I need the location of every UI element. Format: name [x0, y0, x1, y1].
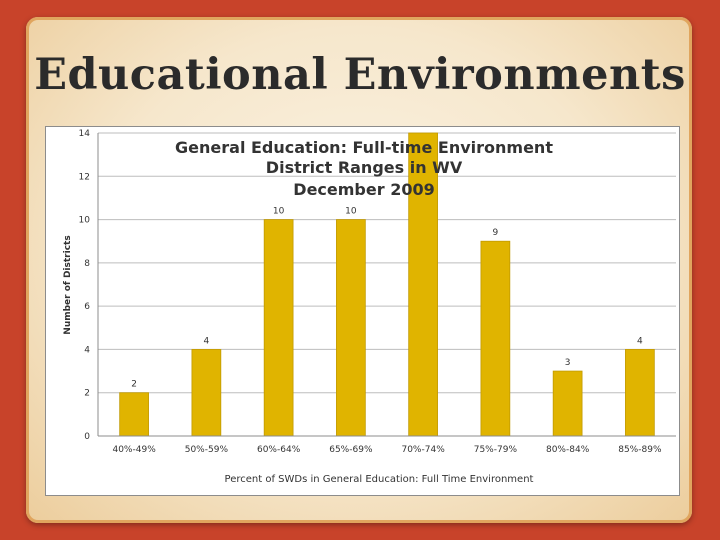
bar [480, 240, 511, 437]
bar [191, 349, 222, 437]
bar-chart: 0 2 4 6 8 10 12 14 40%-49% 50%-59% 60%-64% 65%-69%… [63, 120, 676, 485]
x-tick-label: 60%-64% [257, 445, 301, 455]
bar [552, 370, 583, 437]
bar [625, 349, 655, 437]
chart-frame: 0 2 4 6 8 10 12 14 40%-49% 50%-59% 60%-64% 65%-69%… [45, 120, 680, 496]
x-tick-label: 70%-74% [401, 445, 445, 455]
x-tick-label: 40%-49% [112, 445, 156, 455]
y-axis-title: Number of Districts [63, 235, 73, 334]
slide-title: Educational Environments [34, 50, 686, 100]
y-tick-label: 10 [79, 216, 91, 226]
x-tick-label: 75%-79% [474, 445, 518, 455]
y-tick-label: 4 [84, 345, 90, 355]
data-label: 9 [493, 228, 499, 238]
bar [336, 219, 366, 437]
x-tick-label: 65%-69% [329, 445, 373, 455]
data-label: 14 [417, 127, 429, 130]
x-tick-label: 85%-89% [618, 445, 662, 455]
x-tick-label: 80%-84% [546, 445, 590, 455]
data-label: 2 [131, 380, 137, 390]
axes [97, 133, 676, 437]
x-tick-labels: 40%-49% 50%-59% 60%-64% 65%-69% 70%-74% 75%-7… [112, 445, 661, 455]
y-tick-label: 0 [84, 432, 90, 442]
y-tick-label: 14 [79, 129, 91, 139]
y-tick-label: 8 [84, 259, 90, 269]
chart-title-line-1: General Education: Full-time Environment [175, 138, 553, 157]
bar [408, 132, 438, 437]
bar [263, 219, 294, 437]
x-axis-title: Percent of SWDs in General Education: Fu… [225, 474, 534, 485]
bar [119, 392, 149, 437]
x-tick-label: 50%-59% [185, 445, 229, 455]
bars [119, 132, 655, 437]
chart-title-line-3: December 2009 [293, 180, 434, 199]
chart-title: General Education: Full-time Environment… [175, 138, 553, 199]
y-tick-labels: 0 2 4 6 8 10 12 14 [79, 129, 91, 442]
data-label: 10 [273, 207, 285, 217]
y-tick-label: 12 [79, 172, 90, 182]
y-tick-label: 2 [84, 389, 90, 399]
data-label: 4 [204, 336, 210, 346]
chart-title-line-2: District Ranges in WV [266, 158, 463, 177]
data-label: 3 [565, 358, 571, 368]
data-label: 10 [345, 207, 357, 217]
y-tick-label: 6 [84, 302, 90, 312]
data-label: 4 [637, 336, 643, 346]
